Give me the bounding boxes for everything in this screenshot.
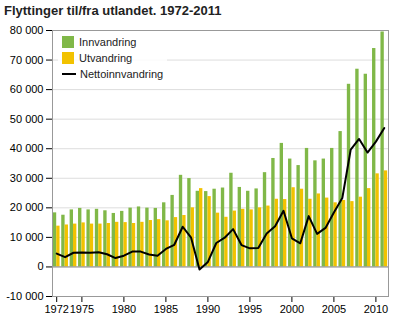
svg-text:60 000: 60 000: [10, 83, 44, 95]
svg-text:2005: 2005: [322, 303, 346, 315]
svg-text:2010: 2010: [364, 303, 388, 315]
svg-text:50 000: 50 000: [10, 113, 44, 125]
svg-text:40 000: 40 000: [10, 142, 44, 154]
svg-text:1975: 1975: [70, 303, 94, 315]
html-text:Nettoinnvandring: Nettoinnvandring: [80, 68, 164, 80]
svg-text:10 000: 10 000: [10, 231, 44, 243]
svg-text:1990: 1990: [196, 303, 220, 315]
svg-text:80 000: 80 000: [10, 24, 44, 36]
html-text:Utvandring: Utvandring: [79, 52, 133, 64]
svg-text:1995: 1995: [238, 303, 262, 315]
svg-text:70 000: 70 000: [10, 54, 44, 66]
html-text:Flyttinger til/fra utlandet. 1: Flyttinger til/fra utlandet. 1972-2011: [4, 3, 222, 18]
svg-text:20 000: 20 000: [10, 201, 44, 213]
svg-text:2000: 2000: [280, 303, 304, 315]
svg-text:1972: 1972: [44, 303, 68, 315]
svg-text:-10 000: -10 000: [6, 290, 43, 302]
html-text:Innvandring: Innvandring: [79, 36, 137, 48]
svg-text:1980: 1980: [112, 303, 136, 315]
svg-text:0: 0: [37, 260, 43, 272]
svg-text:1985: 1985: [154, 303, 178, 315]
svg-text:30 000: 30 000: [10, 172, 44, 184]
